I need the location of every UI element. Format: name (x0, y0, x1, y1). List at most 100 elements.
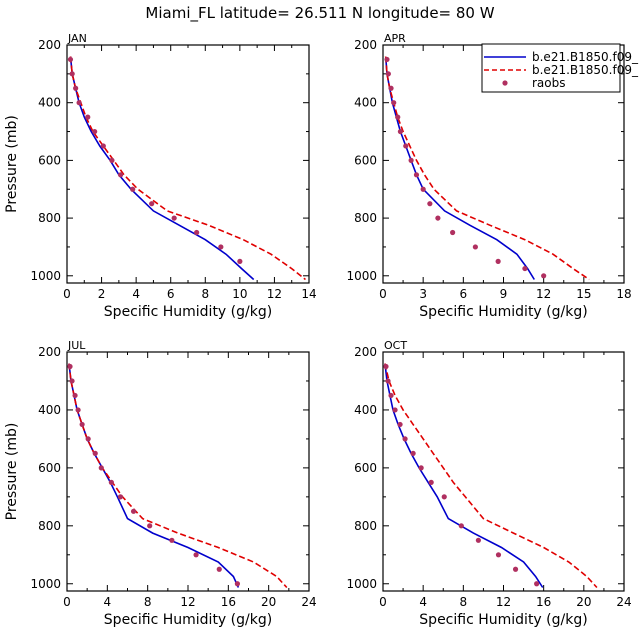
raobs-point (522, 265, 528, 272)
x-tick-label: 4 (419, 595, 427, 609)
y-axis-title: Pressure (mb) (4, 423, 20, 521)
figure-title: Miami_FL latitude= 26.511 N longitude= 8… (145, 4, 494, 23)
panel-oct: OCT 0 4 8 12 16 20 24 200 400 600 800 1000 Specific H… (346, 339, 631, 628)
raobs-point (79, 421, 85, 428)
raobs-point (130, 186, 136, 192)
series-line-solid (69, 56, 255, 281)
raobs-point (92, 450, 98, 456)
raobs-point (75, 407, 81, 413)
series-line-solid (384, 363, 544, 588)
raobs-point (171, 215, 177, 221)
raobs-point (420, 186, 426, 192)
y-tick-label: 400 (354, 96, 377, 110)
raobs-point (472, 244, 478, 250)
raobs-point (169, 537, 175, 543)
panel-label: JAN (67, 32, 87, 45)
raobs-point (395, 114, 401, 120)
y-tick-label: 600 (38, 153, 61, 167)
x-tick-label: 20 (576, 595, 591, 609)
x-tick-label: 0 (379, 595, 387, 609)
x-tick-label: 24 (301, 595, 316, 609)
panel-label: JUL (67, 339, 86, 352)
x-tick-label: 6 (167, 287, 175, 301)
x-tick-label: 12 (536, 287, 551, 301)
y-tick-label: 600 (354, 461, 377, 475)
raobs-point (234, 581, 241, 587)
panel-label: APR (384, 32, 406, 45)
legend-label-3: raobs (532, 76, 566, 90)
raobs-point (458, 523, 464, 529)
raobs-point (512, 566, 519, 572)
raobs-point (408, 157, 414, 163)
y-tick-label: 800 (38, 211, 61, 225)
x-tick-label: 15 (576, 287, 591, 301)
x-tick-label: 12 (496, 595, 511, 609)
y-tick-label: 200 (38, 345, 61, 359)
x-tick-label: 16 (536, 595, 551, 609)
raobs-point (117, 494, 124, 500)
raobs-point (149, 201, 155, 207)
plot-frame (66, 351, 310, 592)
raobs-point (403, 143, 409, 149)
y-tick-label: 200 (354, 38, 377, 52)
raobs-point (98, 465, 104, 471)
x-tick-label: 0 (63, 287, 71, 301)
x-tick-label: 4 (132, 287, 140, 301)
x-tick-label: 12 (180, 595, 195, 609)
x-tick-label: 0 (63, 595, 71, 609)
x-tick-label: 0 (379, 287, 387, 301)
raobs-point (475, 537, 481, 543)
raobs-point (397, 421, 403, 428)
raobs-point (67, 363, 73, 370)
raobs-point (92, 128, 98, 135)
x-tick-label: 12 (267, 287, 282, 301)
raobs-point (413, 172, 420, 178)
raobs-point (216, 566, 222, 572)
raobs-point (72, 392, 78, 399)
raobs-point (410, 450, 416, 456)
raobs-point (428, 479, 434, 485)
y-tick-label: 600 (354, 153, 377, 167)
x-axis-title: Specific Humidity (g/kg) (419, 304, 587, 320)
y-tick-label: 400 (38, 96, 61, 110)
raobs-point (385, 378, 391, 384)
raobs-point (388, 392, 394, 399)
raobs-point (384, 56, 390, 63)
legend-swatch-marker (502, 80, 508, 86)
raobs-point (117, 172, 124, 178)
series-line-dashed (68, 363, 288, 589)
x-tick-label: 4 (104, 595, 112, 609)
raobs-point (402, 436, 408, 442)
raobs-point (85, 436, 91, 442)
x-tick-label: 14 (301, 287, 316, 301)
raobs-point (388, 85, 394, 91)
y-tick-label: 200 (38, 38, 61, 52)
x-tick-label: 6 (460, 287, 468, 301)
raobs-point (193, 552, 199, 558)
series-line-dashed (384, 56, 590, 281)
plot-frame (382, 351, 625, 592)
raobs-point (109, 157, 115, 163)
x-axis-title: Specific Humidity (g/kg) (419, 612, 587, 628)
x-axis-title: Specific Humidity (g/kg) (104, 304, 272, 320)
x-tick-label: 2 (98, 287, 106, 301)
raobs-point (383, 363, 389, 370)
series-line-dashed (384, 363, 598, 589)
y-tick-label: 400 (38, 403, 61, 417)
raobs-point (391, 100, 397, 106)
raobs-point (397, 128, 404, 135)
raobs-point (435, 215, 441, 221)
raobs-point (534, 581, 540, 587)
series-line-solid (68, 363, 240, 588)
raobs-point (237, 258, 243, 264)
raobs-point (541, 273, 547, 279)
legend: b.e21.B1850.f09_ b.e21.B1850.f09_ raobs (481, 43, 639, 93)
raobs-point (85, 114, 91, 120)
raobs-point (495, 552, 502, 558)
raobs-point (385, 71, 391, 77)
y-tick-label: 1000 (346, 269, 377, 283)
panel-jul: JUL 0 4 8 12 16 20 24 200 400 600 800 1000 Specific H… (4, 339, 317, 628)
raobs-point (194, 229, 200, 236)
x-tick-label: 8 (201, 287, 209, 301)
